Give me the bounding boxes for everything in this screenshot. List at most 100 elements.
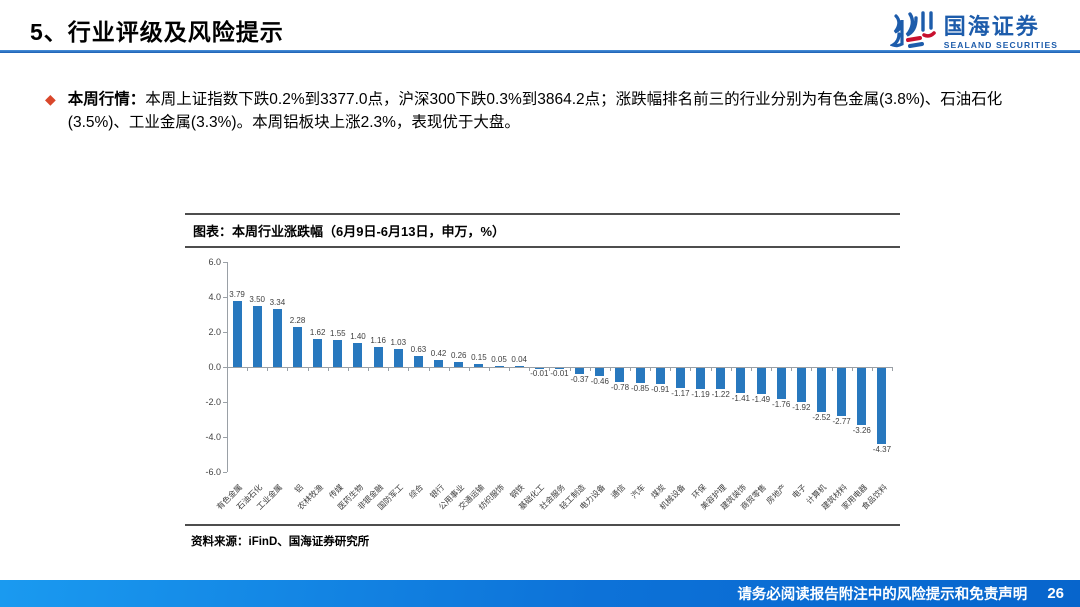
bar-value-label: 0.04 [511,355,527,365]
y-axis-tick-label: -2.0 [205,397,221,407]
bar [635,368,645,383]
x-axis-tick-mark [388,367,390,371]
bar [675,368,685,389]
sealand-logo-icon [888,10,936,55]
weekly-market-body: 本周上证指数下跌0.2%到3377.0点，沪深300下跌0.3%到3864.2点… [67,91,1003,131]
x-axis-tick-mark [650,367,652,371]
y-axis-tick-label: -6.0 [205,467,221,477]
bar [313,338,323,367]
bar [776,368,786,399]
bar-value-label: -2.52 [812,413,831,423]
bar-value-label: -1.76 [772,399,791,409]
y-axis-tick-label: 6.0 [208,257,221,267]
bar-value-label: 1.03 [390,337,407,347]
title-underline [0,50,1080,53]
chart-title: 图表：本周行业涨跌幅（6月9日-6月13日，申万，%） [193,224,506,239]
x-axis-tick-mark [569,367,571,371]
bar-value-label: 1.62 [309,327,326,337]
bar [756,368,766,395]
x-axis-tick-mark [630,367,632,371]
page-title: 5、行业评级及风险提示 [30,19,284,45]
bar-value-label: -0.37 [570,375,589,385]
y-axis-tick-label: 0.0 [208,362,221,372]
x-axis-tick-mark [811,367,813,371]
industry-change-chart: 图表：本周行业涨跌幅（6月9日-6月13日，申万，%） 6.0 4.0 2.0 0.0… [185,213,900,550]
bar-value-label: -1.49 [751,395,771,405]
bar-value-label: 2.28 [289,316,306,326]
bar-value-label: -0.78 [610,382,630,392]
x-axis-tick-mark [771,367,773,371]
bar-value-label: -1.17 [671,389,690,399]
x-axis-tick-mark [791,367,793,371]
x-axis-tick-mark [750,367,752,371]
bar [816,368,826,413]
bar [736,368,746,393]
x-axis-tick-mark [851,367,853,371]
chart-plot: 6.0 4.0 2.0 0.0 -2.0 -4.0 -6.0 3.79 有色金属 3.50 石油石化… [205,257,893,512]
bar [575,368,585,375]
bar [837,368,847,417]
bar-value-label: 3.34 [269,297,286,307]
x-axis-tick-mark [529,367,531,371]
y-axis-tick-mark [223,297,227,298]
company-logo: 国海证券 SEALAND SECURITIES [888,10,1058,55]
x-axis-tick-mark [509,367,511,371]
bar-value-label: -1.22 [711,390,730,400]
weekly-market-label: 本周行情： [67,91,146,108]
x-axis-tick-mark [710,367,712,371]
bar [373,346,383,367]
x-axis-tick-mark [831,367,833,371]
bar [434,359,444,367]
bar [393,348,403,367]
bar [293,327,303,367]
weekly-market-text: 本周行情：本周上证指数下跌0.2%到3377.0点，沪深300下跌0.3%到38… [68,88,1040,134]
bar-value-label: -0.01 [530,369,549,379]
x-axis-tick-mark [368,367,370,371]
footer-disclaimer: 请务必阅读报告附注中的风险提示和免责声明 [737,587,1028,603]
bar [494,366,504,367]
x-axis-line [227,367,892,368]
logo-name-en: SEALAND SECURITIES [943,39,1058,50]
x-axis-tick-mark [589,367,591,371]
bar-value-label: -0.85 [630,383,650,393]
x-axis-tick-mark [408,367,410,371]
bar-value-label: 3.50 [249,294,265,304]
weekly-market-bullet: ◆ 本周行情：本周上证指数下跌0.2%到3377.0点，沪深300下跌0.3%到… [45,88,1040,134]
bar [333,339,343,367]
bar-value-label: -1.19 [691,389,710,399]
bar [272,308,282,367]
bar-value-label: -0.91 [651,384,670,394]
bar-value-label: 0.63 [410,344,427,354]
bar [877,368,887,445]
bar [413,355,423,367]
y-axis-tick-mark [223,367,227,368]
x-axis-tick-mark [307,367,309,371]
bar [615,368,625,382]
bar [595,368,605,377]
bar [353,342,363,367]
y-axis-tick-mark [223,437,227,438]
x-axis-tick-mark [871,367,873,371]
bar-value-label: 1.16 [370,335,386,345]
bar [474,364,484,367]
x-axis-tick-mark [267,367,269,371]
x-axis-tick-mark [892,367,893,371]
x-axis-tick-mark [468,367,470,371]
bar-value-label: 0.15 [471,353,487,363]
bar [514,366,524,367]
x-axis-tick-mark [347,367,349,371]
bar-value-label: 3.79 [229,289,245,299]
bar [232,300,242,367]
chart-title-bar: 图表：本周行业涨跌幅（6月9日-6月13日，申万，%） [185,213,900,248]
bar [796,368,806,402]
diamond-bullet-icon: ◆ [45,91,56,107]
bar [696,368,706,389]
bar-value-label: -2.77 [832,417,851,427]
bar-value-label: 0.42 [430,348,447,358]
x-axis-tick-mark [287,367,289,371]
page-number: 26 [1047,585,1064,602]
y-axis-tick-label: -4.0 [205,432,221,442]
bar-value-label: -4.37 [872,445,892,455]
bar-value-label: 0.26 [450,351,467,361]
bar-value-label: 1.40 [350,331,366,341]
